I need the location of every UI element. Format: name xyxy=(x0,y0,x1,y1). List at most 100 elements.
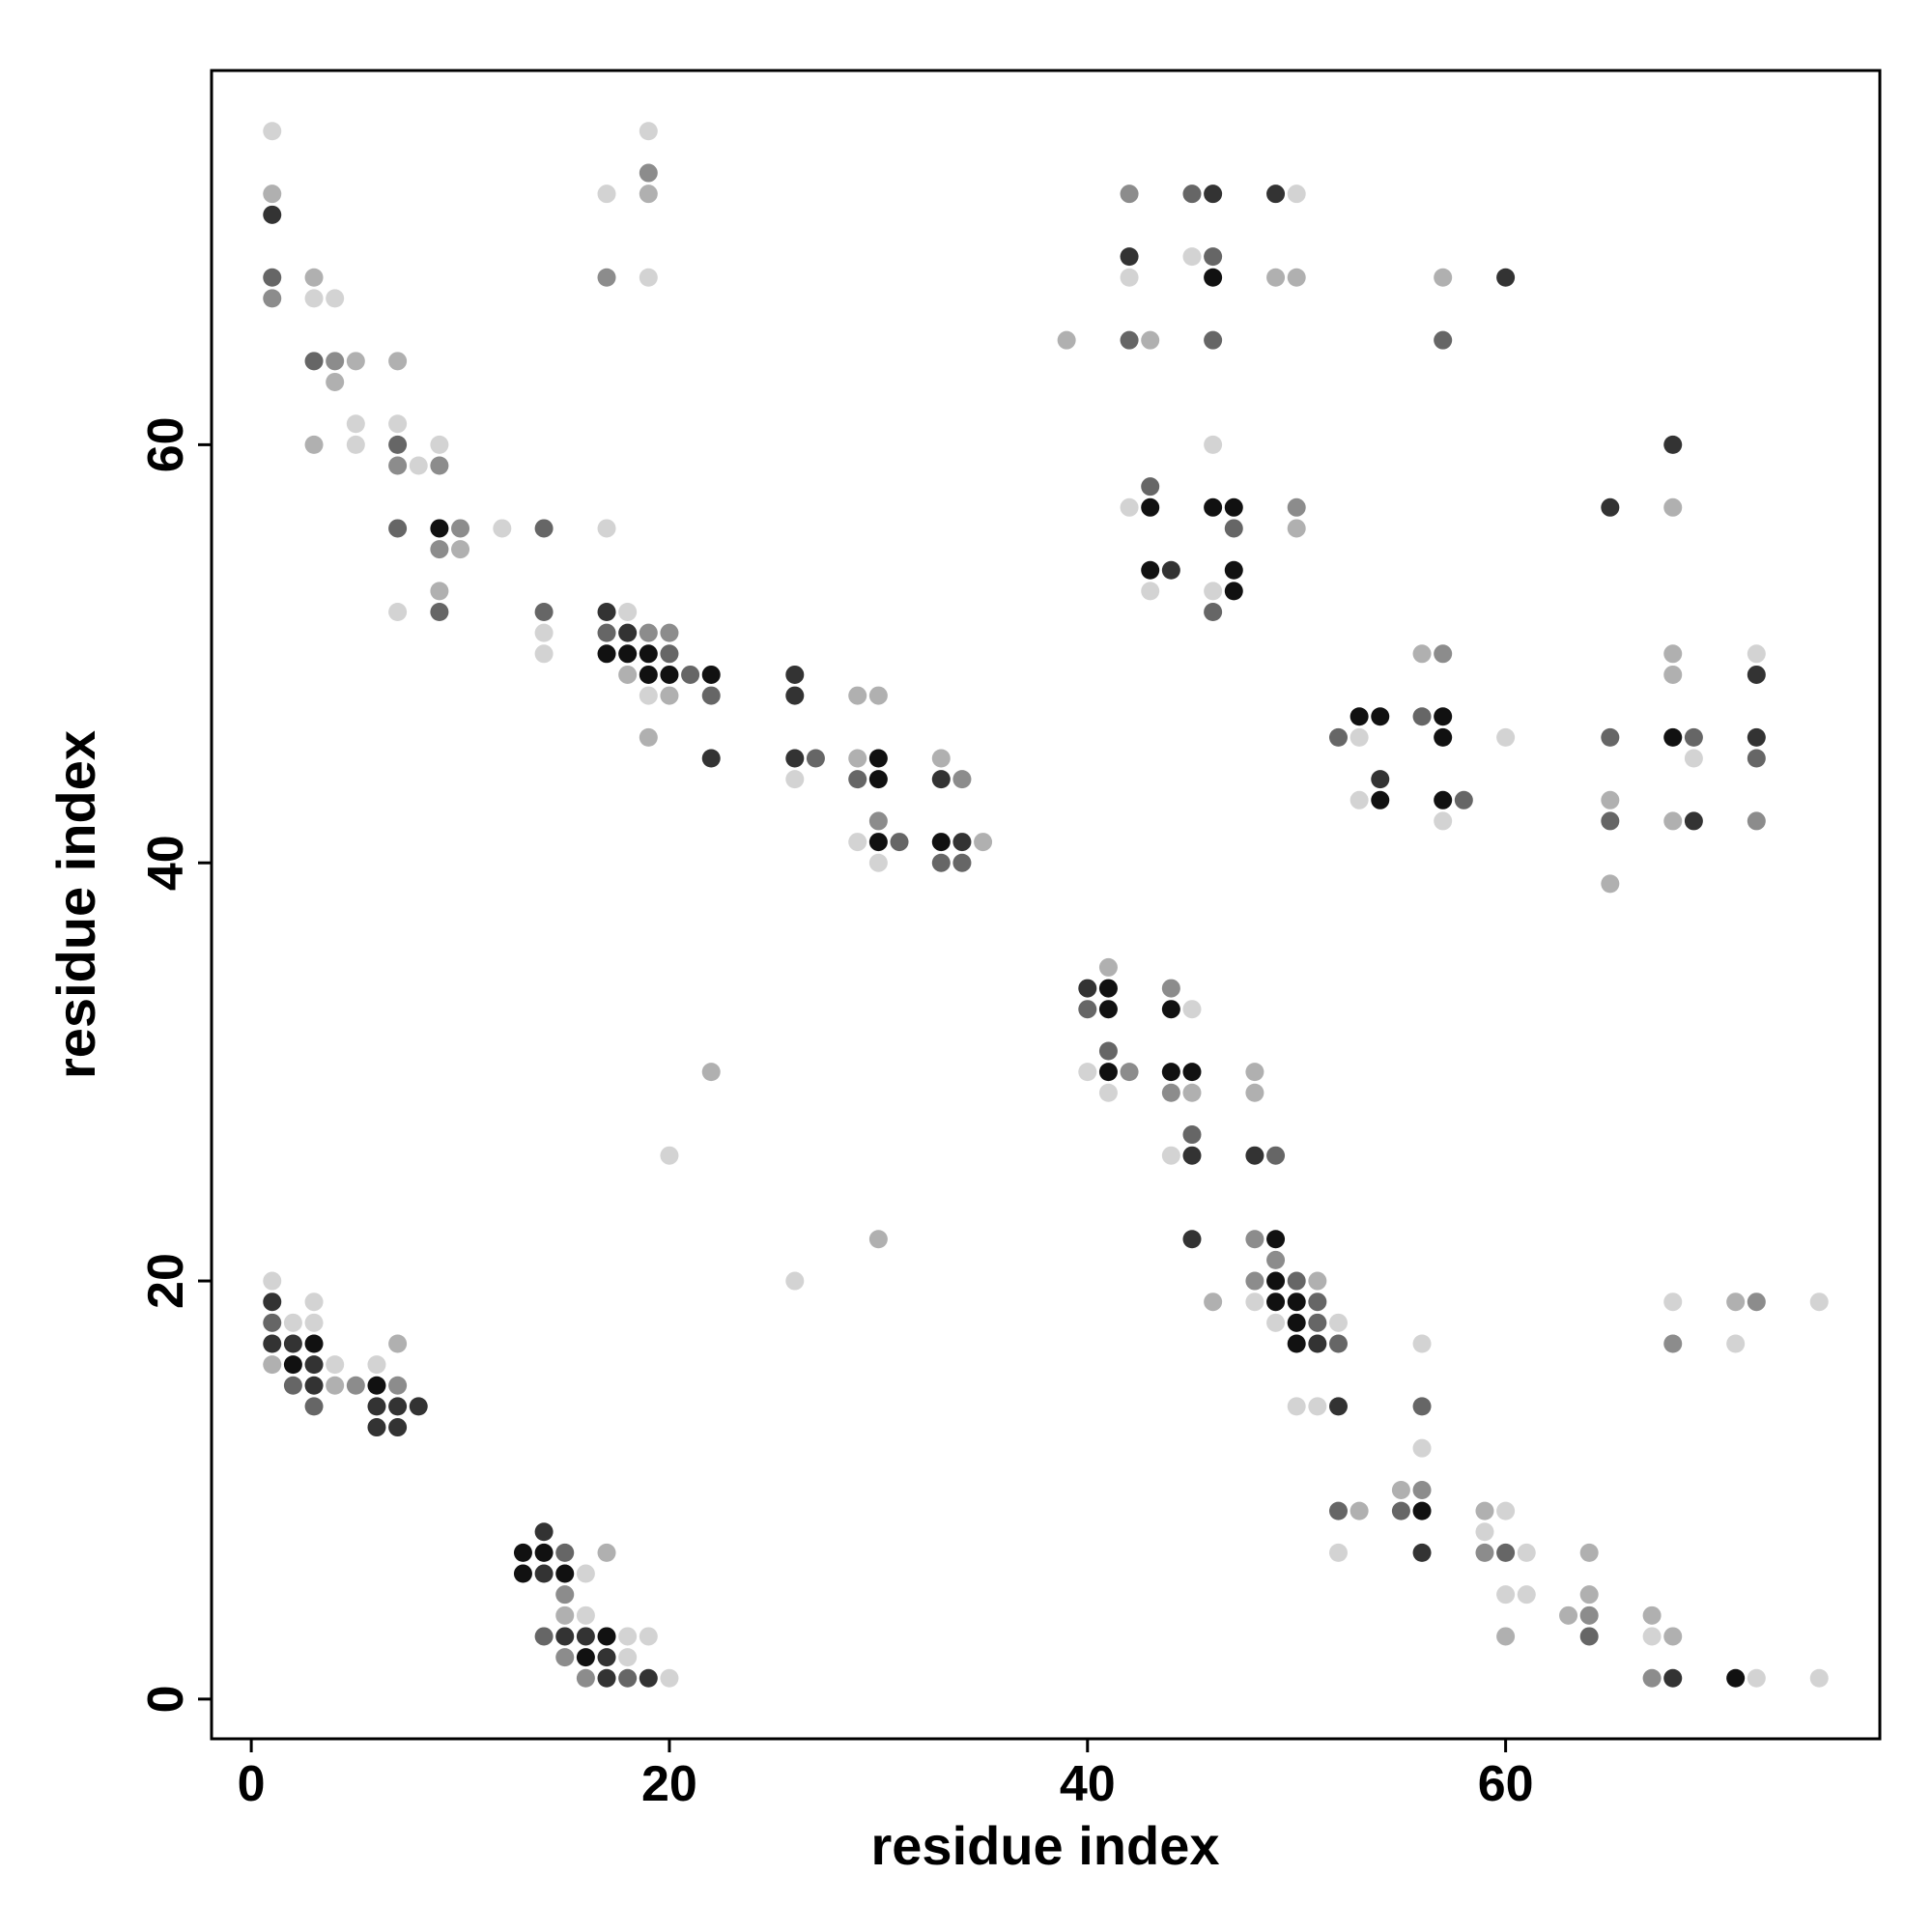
point xyxy=(1663,665,1683,684)
point xyxy=(848,686,867,705)
x-tick-label: 40 xyxy=(1060,1756,1116,1812)
point xyxy=(1266,185,1286,204)
point xyxy=(639,623,658,642)
point xyxy=(1245,1271,1264,1291)
point xyxy=(1224,497,1243,517)
point xyxy=(388,519,408,538)
point xyxy=(1391,1501,1410,1520)
point xyxy=(1204,1293,1223,1312)
point xyxy=(1287,268,1306,287)
point xyxy=(1204,268,1223,287)
point xyxy=(1161,1000,1180,1019)
point xyxy=(618,603,638,622)
point xyxy=(555,1585,575,1605)
point xyxy=(974,833,993,852)
point xyxy=(1747,1293,1766,1312)
point xyxy=(409,1397,428,1416)
point xyxy=(1350,790,1369,810)
point xyxy=(1454,790,1473,810)
point xyxy=(597,603,616,622)
point xyxy=(534,644,554,664)
point xyxy=(597,185,616,204)
point xyxy=(1098,1000,1118,1019)
point xyxy=(1601,790,1620,810)
point xyxy=(701,749,721,768)
point xyxy=(1663,497,1683,517)
point xyxy=(388,456,408,475)
point xyxy=(263,1355,282,1375)
point xyxy=(1141,497,1160,517)
point xyxy=(1579,1585,1599,1605)
point xyxy=(304,1313,324,1332)
point xyxy=(304,289,324,308)
point xyxy=(1141,582,1160,601)
point xyxy=(1224,582,1243,601)
point xyxy=(1642,1627,1662,1646)
point xyxy=(785,749,805,768)
point xyxy=(367,1355,386,1375)
point xyxy=(701,1063,721,1082)
point xyxy=(534,1543,554,1562)
x-tick-label: 20 xyxy=(641,1756,697,1812)
point xyxy=(388,603,408,622)
point xyxy=(639,163,658,183)
point xyxy=(430,519,449,538)
point xyxy=(1120,330,1139,350)
point xyxy=(785,686,805,705)
point xyxy=(576,1564,595,1583)
point xyxy=(1266,1250,1286,1269)
point xyxy=(618,665,638,684)
point xyxy=(1098,957,1118,977)
point xyxy=(639,1668,658,1688)
point xyxy=(263,1334,282,1353)
point xyxy=(1266,268,1286,287)
point xyxy=(1726,1293,1746,1312)
point xyxy=(597,644,616,664)
point xyxy=(597,268,616,287)
point xyxy=(1308,1293,1327,1312)
point xyxy=(1141,560,1160,580)
point xyxy=(534,1627,554,1646)
point xyxy=(1182,185,1202,204)
point xyxy=(346,435,365,454)
x-axis-title: residue index xyxy=(870,1815,1219,1876)
point xyxy=(868,1230,888,1249)
point xyxy=(1328,1313,1348,1332)
point xyxy=(555,1627,575,1646)
point xyxy=(639,665,658,684)
point xyxy=(1161,1063,1180,1082)
point xyxy=(430,603,449,622)
point xyxy=(952,853,972,872)
point xyxy=(263,205,282,224)
point xyxy=(576,1605,595,1625)
point xyxy=(1287,1313,1306,1332)
point xyxy=(1579,1543,1599,1562)
point xyxy=(534,1522,554,1542)
point xyxy=(701,665,721,684)
point xyxy=(660,644,679,664)
point xyxy=(326,372,345,391)
point xyxy=(534,623,554,642)
point xyxy=(1224,560,1243,580)
point xyxy=(304,435,324,454)
point xyxy=(1182,247,1202,267)
point xyxy=(785,665,805,684)
point xyxy=(1663,1668,1683,1688)
point xyxy=(1245,1230,1264,1249)
point xyxy=(681,665,700,684)
point xyxy=(430,540,449,559)
point xyxy=(597,1648,616,1667)
point xyxy=(1559,1605,1578,1625)
point xyxy=(868,811,888,831)
point xyxy=(283,1334,302,1353)
point xyxy=(534,603,554,622)
point xyxy=(1204,603,1223,622)
point xyxy=(283,1355,302,1375)
point xyxy=(304,1334,324,1353)
point xyxy=(639,122,658,141)
point xyxy=(597,1543,616,1562)
point xyxy=(326,1376,345,1395)
point xyxy=(1266,1230,1286,1249)
point xyxy=(555,1648,575,1667)
point xyxy=(1120,497,1139,517)
